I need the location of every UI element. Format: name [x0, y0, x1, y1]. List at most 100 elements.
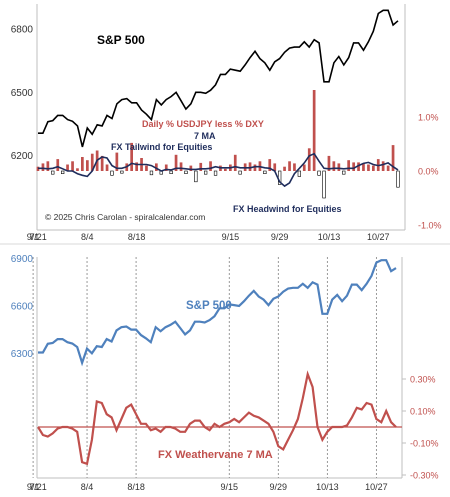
bottom-left-tick-label: 6900 [11, 254, 34, 265]
top-fx-bar [86, 160, 89, 171]
top-fx-bar [372, 165, 375, 171]
top-fx-bar [297, 170, 302, 177]
top-fx-bar [293, 163, 296, 171]
top-fx-bar [337, 163, 341, 171]
top-ma-line [38, 152, 399, 188]
top-right-tick-label: -1.0% [418, 221, 442, 231]
bottom-right-tick-label: -0.10% [410, 439, 439, 449]
top-fx-bar [396, 170, 400, 188]
top-fx-bar [100, 155, 104, 171]
top-fx-bar [307, 148, 311, 171]
top-fx-label: Daily % USDJPY less % DXY [142, 119, 264, 129]
top-fx-bar [130, 142, 133, 171]
top-fx-bar [90, 153, 94, 171]
top-fx-bar [199, 162, 203, 171]
top-fx-bar [288, 161, 291, 171]
top-fx-bar [41, 163, 45, 171]
top-fx-bar [115, 152, 119, 171]
bottom-left-tick-label: 6300 [11, 349, 34, 360]
top-fx-bars [36, 90, 400, 199]
top-fx-bar [352, 162, 355, 171]
bottom-x-tick-label: 9/29 [270, 482, 288, 492]
top-fx-bar [46, 161, 50, 171]
bottom-fx-label: FX Weathervane 7 MA [158, 449, 273, 461]
top-left-tick-label: 6800 [11, 25, 34, 36]
top-fx-bar [347, 160, 350, 171]
top-fx-bar [110, 170, 114, 176]
top-fx-bar [263, 170, 267, 175]
bottom-right-tick-label: 0.10% [410, 407, 436, 417]
bottom-left-ticks: 6300 6600 6900 [11, 254, 34, 360]
bottom-left-tick-label: 6600 [11, 301, 34, 312]
bottom-x-tick-label: 8/4 [81, 482, 94, 492]
top-fx-bar [155, 163, 158, 171]
top-fx-bar [145, 165, 148, 171]
top-fx-bar [386, 165, 390, 171]
top-fx-bar [381, 161, 385, 171]
top-fx-bar [81, 157, 84, 171]
top-headwind-label: FX Headwind for Equities [233, 204, 342, 214]
bottom-fx-line [37, 370, 397, 466]
top-x-tick-label: 7/21 [29, 232, 47, 242]
top-fx-bar [135, 162, 138, 171]
top-right-ticks: 1.0% 0.0% -1.0% [418, 113, 442, 231]
top-fx-bar [273, 163, 277, 171]
bottom-price-label: S&P 500 [186, 300, 232, 312]
top-fx-bar [367, 164, 370, 171]
top-x-tick-label: 10/27 [367, 232, 390, 242]
top-x-tick-label: 9/1 [27, 232, 40, 242]
top-right-tick-label: 0.0% [418, 167, 439, 177]
top-x-tick-label: 9/29 [271, 232, 289, 242]
top-fx-bar [268, 159, 272, 171]
bottom-right-tick-label: -0.30% [410, 471, 439, 481]
top-fx-bar [362, 163, 365, 171]
top-fx-bar [36, 166, 40, 171]
top-fx-bar [194, 170, 198, 183]
top-price-label: S&P 500 [97, 33, 145, 47]
top-fx-bar [184, 170, 188, 175]
top-fx-bar [149, 170, 154, 176]
top-fx-bar [312, 90, 316, 171]
bottom-price-line [38, 259, 397, 367]
top-fx-bar [327, 155, 331, 171]
top-copyright: © 2025 Chris Carolan - spiralcalendar.co… [45, 212, 205, 222]
top-fx-bar [179, 162, 183, 171]
top-fx-bar [76, 168, 79, 171]
top-fx-bar [66, 164, 69, 171]
top-fx-bar [233, 154, 237, 171]
top-fx-bar [283, 166, 286, 171]
bottom-x-tick-label: 9/15 [220, 482, 238, 492]
bottom-x-tick-label: 10/13 [316, 482, 339, 492]
top-x-tick-label: 10/13 [318, 232, 341, 242]
bottom-panel: 6300 6600 6900 0.30% 0.10% -0.10% -0.30% 7/21… [11, 254, 439, 492]
top-ma-label: 7 MA [194, 131, 216, 141]
top-fx-bar [189, 165, 193, 171]
top-fx-bar [322, 170, 326, 199]
top-fx-bar [56, 159, 60, 171]
top-left-tick-label: 6200 [11, 151, 34, 162]
top-fx-bar [60, 170, 65, 175]
top-fx-bar [332, 161, 336, 171]
top-fx-bar [105, 164, 109, 171]
top-fx-bar [253, 164, 257, 171]
top-fx-bar [204, 170, 208, 175]
top-fx-bar [238, 170, 242, 175]
top-fx-bar [317, 170, 321, 176]
bottom-x-ticks: 7/21 8/4 8/18 9/1 9/15 9/29 10/13 10/27 [27, 482, 388, 492]
bottom-x-tick-label: 7/21 [29, 482, 47, 492]
top-x-tick-label: 8/18 [128, 232, 146, 242]
top-x-tick-label: 9/15 [222, 232, 240, 242]
top-fx-bar [120, 170, 124, 174]
top-fx-bar [357, 162, 360, 171]
top-x-ticks: 7/21 8/4 8/18 9/1 9/15 9/29 10/13 10/27 [27, 232, 390, 242]
top-fx-bar [391, 145, 395, 171]
top-fx-bar [51, 170, 55, 175]
bottom-x-tick-label: 8/18 [127, 482, 145, 492]
top-fx-bar [224, 168, 227, 171]
top-fx-bar [209, 161, 212, 171]
top-x-tick-label: 8/4 [81, 232, 94, 242]
bottom-right-ticks: 0.30% 0.10% -0.10% -0.30% [402, 375, 439, 481]
top-left-tick-label: 6500 [11, 88, 34, 99]
top-tailwind-label: FX Tailwind for Equities [111, 142, 212, 152]
